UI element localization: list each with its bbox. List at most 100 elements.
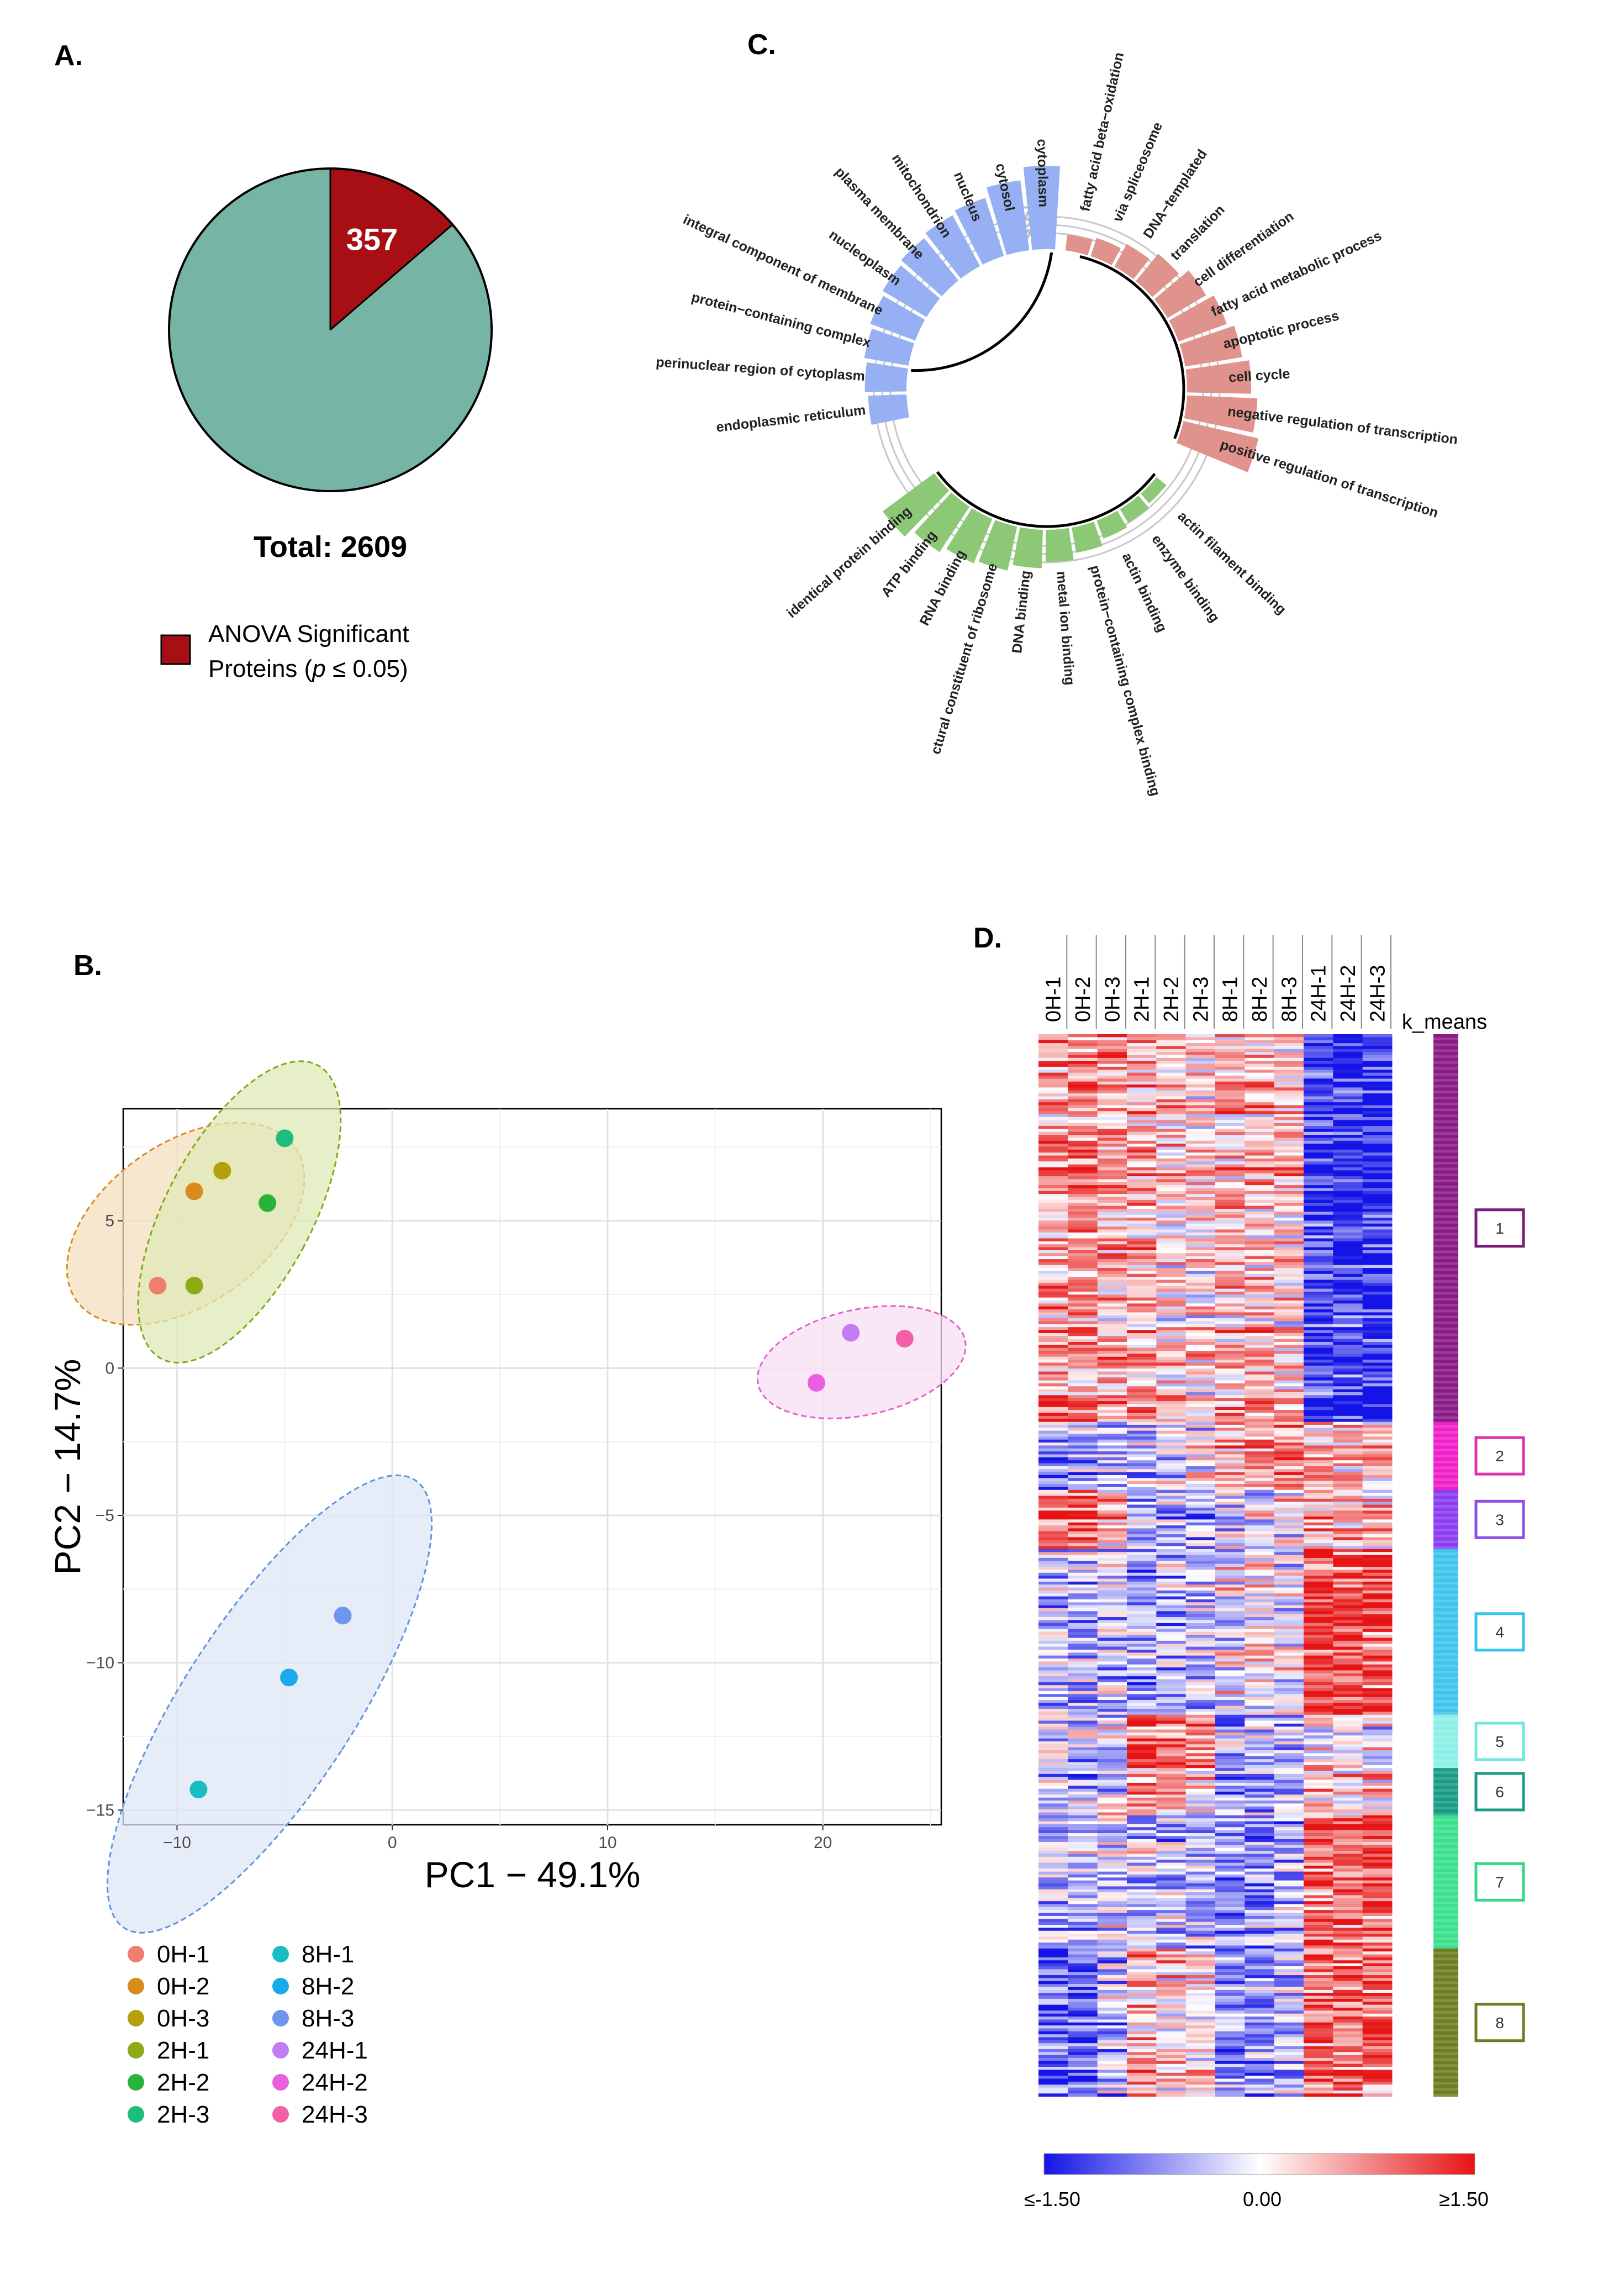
heatmap-cell — [1127, 1327, 1157, 1331]
heatmap-cell — [1185, 1238, 1216, 1242]
heatmap-cell — [1304, 1428, 1333, 1431]
heatmap-cell — [1185, 1179, 1216, 1183]
heatmap-cell — [1097, 1765, 1127, 1768]
heatmap-cell — [1274, 1085, 1304, 1088]
heatmap-cell — [1038, 1522, 1068, 1526]
heatmap-cell — [1245, 1519, 1275, 1523]
heatmap-cell — [1038, 1306, 1068, 1310]
heatmap-cell — [1097, 1969, 1127, 1973]
heatmap-cell — [1185, 1301, 1216, 1304]
heatmap-cell — [1333, 1321, 1363, 1325]
heatmap-cell — [1333, 1975, 1363, 1979]
heatmap-cell — [1304, 1842, 1333, 1846]
heatmap-cell — [1127, 1223, 1157, 1227]
heatmap-cell — [1274, 1939, 1304, 1943]
heatmap-cell — [1215, 2084, 1245, 2088]
heatmap-cell — [1038, 1318, 1068, 1322]
heatmap-cell — [1038, 1354, 1068, 1357]
heatmap-cell — [1304, 1996, 1333, 1999]
heatmap-cell — [1215, 1821, 1245, 1825]
heatmap-cell — [1362, 1043, 1393, 1047]
heatmap-cell — [1362, 1543, 1393, 1547]
heatmap-cell — [1097, 1448, 1127, 1452]
heatmap-cell — [1362, 1599, 1393, 1603]
heatmap-cell — [1156, 1833, 1187, 1836]
heatmap-cell — [1245, 1424, 1275, 1428]
kmeans-stripe — [1433, 1945, 1458, 1949]
heatmap-cell — [1333, 1078, 1363, 1082]
heatmap-cell — [1038, 1451, 1068, 1455]
heatmap-cell — [1068, 1188, 1098, 1192]
legend-marker — [128, 1946, 144, 1962]
kmeans-stripe — [1433, 1498, 1458, 1502]
heatmap-cell — [1038, 1096, 1068, 1100]
heatmap-cell — [1333, 1158, 1363, 1162]
heatmap-cell — [1274, 1324, 1304, 1328]
heatmap-cell — [1245, 1259, 1275, 1262]
heatmap-cell — [1274, 1268, 1304, 1272]
heatmap-cell — [1185, 1762, 1216, 1766]
heatmap-cell — [1215, 1489, 1245, 1493]
heatmap-cell — [1245, 1620, 1275, 1624]
heatmap-cell — [1362, 1188, 1393, 1192]
heatmap-cell — [1274, 1218, 1304, 1221]
heatmap-cell — [1215, 1380, 1245, 1384]
heatmap-cell — [1127, 1676, 1157, 1680]
kmeans-stripe — [1433, 1430, 1458, 1434]
heatmap-cell — [1185, 1265, 1216, 1268]
heatmap-cell — [1245, 1093, 1275, 1097]
heatmap-cell — [1185, 1871, 1216, 1875]
heatmap-cell — [1038, 1975, 1068, 1979]
heatmap-cell — [1333, 1712, 1363, 1715]
heatmap-cell — [1274, 1457, 1304, 1461]
heatmap-cell — [1274, 1034, 1304, 1038]
heatmap-cell — [1038, 1809, 1068, 1813]
heatmap-cell — [1127, 1262, 1157, 1266]
heatmap-cell — [1215, 1966, 1245, 1970]
heatmap-cell — [1038, 1516, 1068, 1520]
heatmap-cell — [1274, 1561, 1304, 1565]
heatmap-cell — [1068, 1513, 1098, 1517]
heatmap-cell — [1245, 1655, 1275, 1659]
kmeans-stripe — [1433, 1780, 1458, 1783]
heatmap-cell — [1038, 1596, 1068, 1600]
kmeans-stripe — [1433, 1910, 1458, 1914]
heatmap-cell — [1097, 2017, 1127, 2020]
kmeans-stripe — [1433, 1164, 1458, 1168]
heatmap-cell — [1156, 1975, 1187, 1979]
heatmap-cell — [1038, 1726, 1068, 1730]
heatmap-cell — [1185, 1786, 1216, 1789]
heatmap-cell — [1245, 1241, 1275, 1245]
heatmap-cell — [1097, 2010, 1127, 2014]
heatmap-cell — [1127, 1170, 1157, 1174]
heatmap-cell — [1097, 1072, 1127, 1076]
heatmap-cell — [1038, 1241, 1068, 1245]
heatmap-cell — [1068, 1801, 1098, 1804]
heatmap-cell — [1097, 1108, 1127, 1112]
heatmap-cell — [1068, 1445, 1098, 1449]
heatmap-cell — [1245, 1700, 1275, 1703]
heatmap-cell — [1156, 1555, 1187, 1559]
heatmap-cell — [1215, 1578, 1245, 1582]
heatmap-cell — [1127, 1232, 1157, 1236]
heatmap-cell — [1274, 1078, 1304, 1082]
pca-point-2H-2 — [259, 1194, 277, 1212]
kmeans-stripe — [1433, 1253, 1458, 1257]
kmeans-stripe — [1433, 1502, 1458, 1505]
go-bar — [864, 328, 915, 366]
heatmap-cell — [1127, 1830, 1157, 1834]
heatmap-cell — [1127, 1954, 1157, 1958]
heatmap-cell — [1185, 2081, 1216, 2085]
heatmap-cell — [1304, 1768, 1333, 1772]
kmeans-stripe — [1433, 1158, 1458, 1162]
heatmap-cell — [1362, 1102, 1393, 1106]
kmeans-stripe — [1433, 1611, 1458, 1615]
heatmap-cell — [1245, 1392, 1275, 1396]
heatmap-cell — [1068, 1167, 1098, 1171]
kmeans-stripe — [1433, 1605, 1458, 1609]
heatmap-cell — [1097, 1093, 1127, 1097]
kmeans-stripe — [1433, 1824, 1458, 1828]
kmeans-stripe — [1433, 1631, 1458, 1635]
heatmap-cell — [1362, 1635, 1393, 1639]
heatmap-cell — [1038, 1904, 1068, 1908]
